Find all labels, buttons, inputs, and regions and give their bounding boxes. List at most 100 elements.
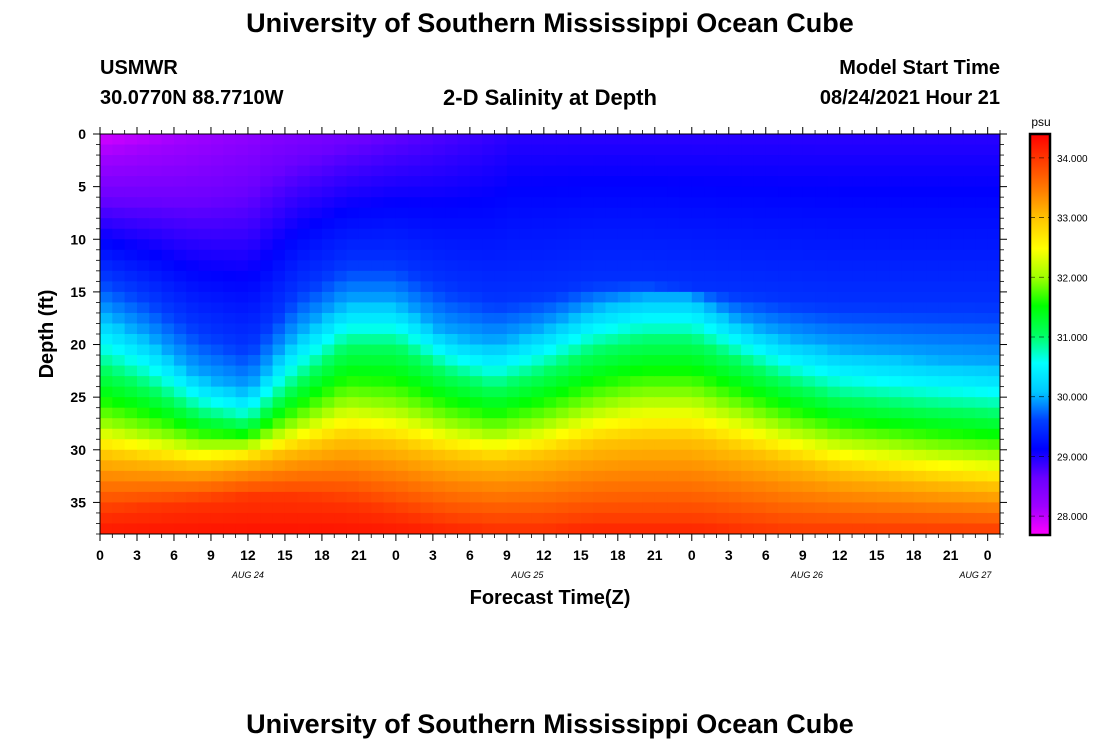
heatmap-cell <box>469 249 483 261</box>
heatmap-cell <box>309 218 323 230</box>
heatmap-cell <box>691 428 705 440</box>
heatmap-cell <box>901 418 915 430</box>
heatmap-cell <box>457 512 471 525</box>
heatmap-cell <box>716 197 730 209</box>
heatmap-cell <box>617 270 631 282</box>
heatmap-cell <box>210 397 224 409</box>
heatmap-cell <box>741 449 755 461</box>
heatmap-cell <box>827 197 841 209</box>
heatmap-cell <box>198 134 212 146</box>
heatmap-cell <box>778 355 792 367</box>
heatmap-cell <box>334 397 348 409</box>
heatmap-cell <box>408 470 422 482</box>
heatmap-cell <box>198 239 212 251</box>
heatmap-cell <box>778 144 792 156</box>
heatmap-cell <box>580 323 594 335</box>
heatmap-cell <box>408 512 422 525</box>
heatmap-cell <box>728 144 742 156</box>
heatmap-cell <box>802 418 816 430</box>
heatmap-cell <box>667 270 681 282</box>
heatmap-cell <box>494 134 508 146</box>
heatmap-cell <box>445 481 459 493</box>
heatmap-cell <box>494 207 508 219</box>
heatmap-cell <box>753 323 767 335</box>
heatmap-cell <box>383 270 397 282</box>
heatmap-cell <box>432 207 446 219</box>
heatmap-cell <box>198 323 212 335</box>
heatmap-cell <box>149 155 163 167</box>
heatmap-cell <box>950 302 964 314</box>
heatmap-cell <box>358 470 372 482</box>
heatmap-cell <box>247 512 261 525</box>
heatmap-cell <box>728 197 742 209</box>
heatmap-cell <box>100 523 113 534</box>
heatmap-cell <box>852 312 865 325</box>
heatmap-cell <box>210 260 224 272</box>
heatmap-cell <box>753 155 767 167</box>
heatmap-cell <box>642 355 656 367</box>
heatmap-cell <box>198 470 212 482</box>
heatmap-cell <box>753 397 767 409</box>
heatmap-cell <box>617 186 631 198</box>
heatmap-cell <box>432 228 446 240</box>
heatmap-cell <box>802 491 816 504</box>
heatmap-cell <box>790 270 804 282</box>
heatmap-cell <box>309 207 323 219</box>
heatmap-cell <box>371 491 385 504</box>
heatmap-cell <box>383 323 397 335</box>
heatmap-cell <box>358 270 372 282</box>
heatmap-cell <box>173 228 187 240</box>
heatmap-cell <box>765 344 779 356</box>
heatmap-cell <box>469 512 483 525</box>
heatmap-cell <box>913 418 927 430</box>
heatmap-cell <box>889 186 902 198</box>
heatmap-cell <box>432 460 446 472</box>
heatmap-cell <box>950 428 964 440</box>
heatmap-cell <box>112 491 126 504</box>
heatmap-cell <box>642 397 656 409</box>
heatmap-cell <box>691 418 705 430</box>
heatmap-cell <box>112 218 126 230</box>
heatmap-cell <box>186 176 200 188</box>
heatmap-cell <box>309 239 323 251</box>
heatmap-cell <box>358 260 372 272</box>
heatmap-cell <box>852 386 865 398</box>
heatmap-cell <box>136 439 150 451</box>
heatmap-cell <box>346 302 360 314</box>
heatmap-cell <box>926 207 939 219</box>
heatmap-cell <box>358 334 372 346</box>
heatmap-cell <box>901 470 915 482</box>
heatmap-cell <box>173 323 187 335</box>
heatmap-cell <box>235 291 249 304</box>
heatmap-cell <box>309 407 323 419</box>
heatmap-cell <box>593 491 607 504</box>
heatmap-cell <box>704 302 718 314</box>
heatmap-cell <box>876 239 890 251</box>
heatmap-cell <box>149 249 163 261</box>
heatmap-cell <box>839 197 853 209</box>
x-tick-label: 6 <box>466 547 474 563</box>
heatmap-cell <box>963 312 976 325</box>
heatmap-cell <box>593 239 607 251</box>
heatmap-cell <box>395 449 409 461</box>
heatmap-cell <box>161 407 175 419</box>
heatmap-cell <box>741 344 755 356</box>
heatmap-cell <box>457 334 471 346</box>
heatmap-cell <box>272 439 286 451</box>
heatmap-cell <box>494 449 508 461</box>
heatmap-cell <box>642 312 656 325</box>
heatmap-cell <box>802 228 816 240</box>
x-tick-label: 12 <box>832 547 848 563</box>
heatmap-cell <box>926 165 939 177</box>
heatmap-cell <box>704 239 718 251</box>
heatmap-cell <box>605 323 619 335</box>
heatmap-cell <box>469 386 483 398</box>
heatmap-cell <box>901 218 915 230</box>
heatmap-cell <box>913 481 927 493</box>
heatmap-cell <box>950 312 964 325</box>
heatmap-cell <box>284 270 298 282</box>
heatmap-cell <box>112 291 126 304</box>
heatmap-cell <box>469 439 483 451</box>
heatmap-cell <box>371 239 385 251</box>
heatmap-cell <box>161 228 175 240</box>
